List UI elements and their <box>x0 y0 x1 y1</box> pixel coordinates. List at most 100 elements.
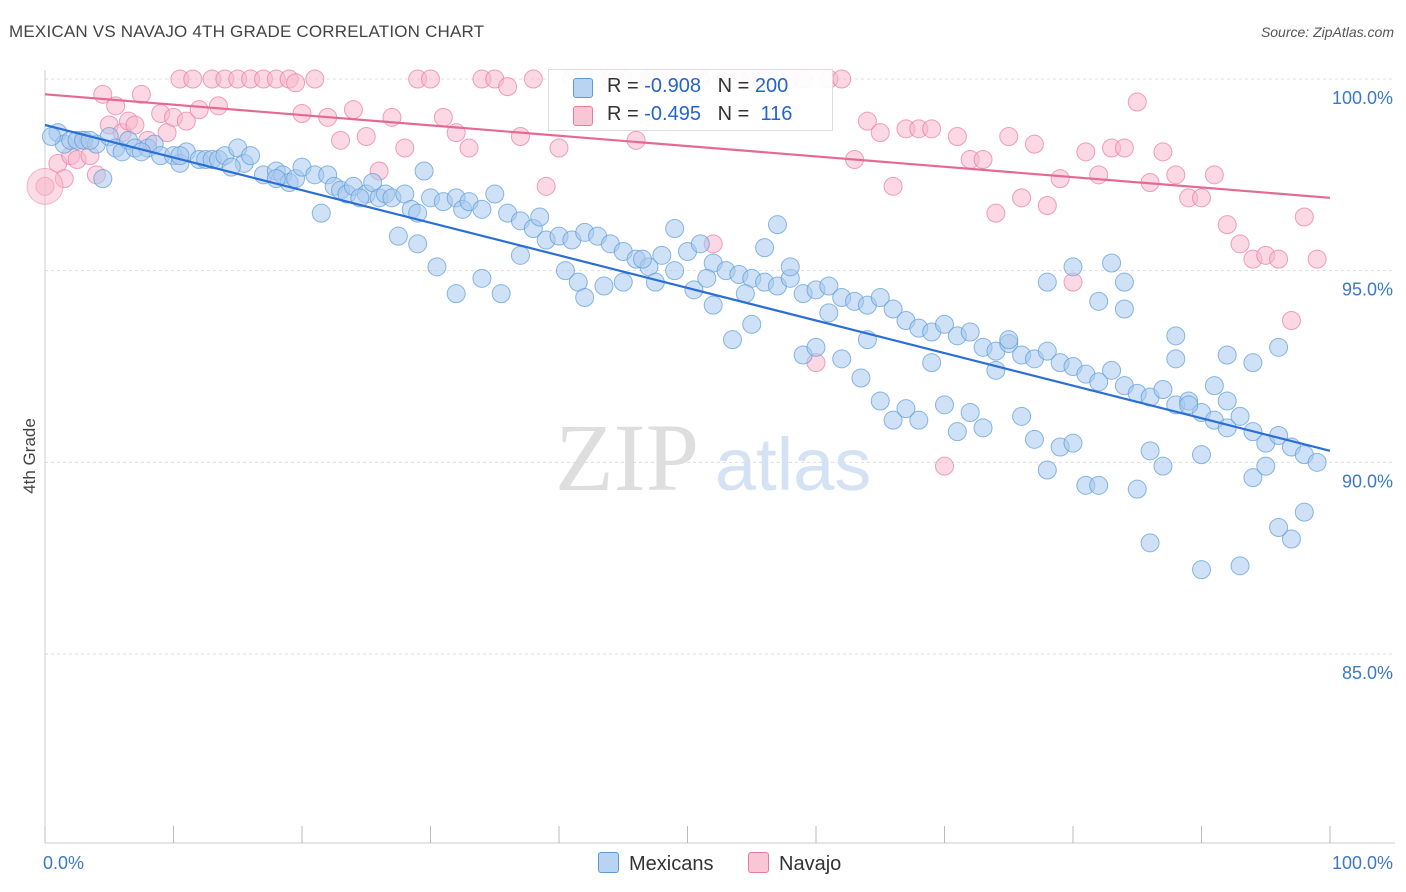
navajo-point <box>986 203 1006 223</box>
mexicans-point <box>767 215 787 235</box>
navajo-point <box>459 138 479 158</box>
mexicans-point <box>491 284 511 304</box>
mexicans-point <box>1281 529 1301 549</box>
mexicans-point <box>575 288 595 307</box>
navajo-point <box>176 111 196 131</box>
mexicans-point <box>41 127 61 146</box>
y-tick-label: 100.0% <box>1332 88 1393 108</box>
navajo-point <box>1153 142 1173 162</box>
mexicans-point <box>1204 376 1224 396</box>
mexicans-point <box>1063 433 1083 453</box>
mexicans-point <box>633 249 653 269</box>
navajo-point <box>305 69 325 89</box>
navajo-point <box>549 138 569 158</box>
navajo-point <box>999 127 1019 146</box>
mexicans-point <box>883 299 903 319</box>
navajo-point <box>536 176 556 196</box>
navajo-point <box>1127 92 1147 112</box>
navajo-point <box>1294 207 1314 227</box>
navajo-point <box>189 100 209 120</box>
mexicans-point <box>1089 291 1109 311</box>
mexicans-point <box>1102 253 1122 273</box>
mexicans-point <box>1102 360 1122 380</box>
mexicans-point <box>1192 560 1211 580</box>
navajo-point <box>1037 196 1057 215</box>
navajo-point <box>1230 234 1250 254</box>
navajo-point <box>1114 138 1134 158</box>
mexicans-r-value: -0.908 <box>644 75 701 97</box>
mexicans-n-value: 200 <box>754 75 789 97</box>
labels-layer: 85.0% 90.0% 95.0% 100.0% 0.0% 100.0% 4th Grade <box>20 88 1393 873</box>
navajo-point <box>1204 165 1224 185</box>
mexicans-point <box>973 418 993 438</box>
navajo-point <box>1076 142 1096 162</box>
mexicans-point <box>652 245 672 265</box>
mexicans-point <box>960 322 980 342</box>
mexicans-point <box>999 330 1019 350</box>
stats-row-navajo: R = -0.495 N = 116 <box>549 101 832 129</box>
mexicans-point <box>408 234 428 254</box>
mexicans-point <box>1307 452 1327 472</box>
navajo-point <box>1050 169 1070 189</box>
navajo-point <box>183 69 203 89</box>
stats-row-mexicans: R = -0.908 N = 200 <box>549 73 832 101</box>
mexicans-point <box>1243 468 1263 488</box>
mexicans-point <box>1037 341 1057 361</box>
mexicans-point <box>1114 272 1134 292</box>
navajo-point-large <box>26 167 64 205</box>
axes-layer <box>44 70 1395 844</box>
mexicans-point <box>555 261 575 281</box>
mexicans-point <box>896 399 916 419</box>
mexicans-point <box>1166 349 1186 369</box>
navajo-r-value: -0.495 <box>644 103 701 125</box>
legend-label-mexicans: Mexicans <box>629 853 714 875</box>
mexicans-point <box>851 368 871 388</box>
navajo-point <box>1192 188 1211 208</box>
mexicans-swatch <box>573 78 593 98</box>
navajo-point <box>286 73 306 93</box>
legend-item-navajo: Navajo <box>748 852 841 876</box>
mexicans-point <box>1217 345 1237 365</box>
mexicans-trend-line <box>44 123 1331 452</box>
mexicans-point <box>935 395 954 415</box>
mexicans-point <box>690 234 710 254</box>
mexicans-point <box>427 257 447 277</box>
navajo-point <box>510 127 530 146</box>
mexicans-point <box>1140 533 1160 553</box>
mexicans-point <box>665 219 685 238</box>
mexicans-point <box>446 284 466 304</box>
mexicans-point <box>1256 456 1276 476</box>
mexicans-point <box>780 257 800 277</box>
navajo-point <box>947 127 967 146</box>
mexicans-point <box>1127 479 1147 499</box>
y-tick-label: 95.0% <box>1342 280 1393 300</box>
mexicans-point <box>1230 406 1250 426</box>
navajo-point <box>343 100 363 120</box>
navajo-n-value: 116 <box>760 103 793 125</box>
navajo-point <box>208 96 228 116</box>
mexicans-point <box>883 410 903 430</box>
mexicans-point <box>1024 429 1044 449</box>
mexicans-point <box>1089 372 1109 392</box>
navajo-point <box>870 123 890 143</box>
mexicans-point <box>485 184 505 204</box>
navajo-point <box>883 176 903 196</box>
trend-layer <box>44 93 1331 452</box>
mexicans-point <box>414 161 434 181</box>
legend-swatch-navajo <box>748 852 769 873</box>
mexicans-point <box>1269 518 1289 537</box>
navajo-point <box>498 77 518 97</box>
mexicans-point <box>594 276 614 296</box>
mexicans-point <box>870 288 890 307</box>
mexicans-point <box>703 295 723 315</box>
navajo-point <box>1217 215 1237 235</box>
n-label: N = <box>717 75 750 97</box>
mexicans-point <box>472 268 492 288</box>
mexicans-point <box>909 410 929 430</box>
mexicans-point <box>1179 395 1199 415</box>
mexicans-point <box>1153 380 1173 399</box>
mexicans-point <box>170 146 190 166</box>
mexicans-point <box>697 268 717 288</box>
mexicans-point <box>722 330 742 350</box>
mexicans-point <box>1089 475 1109 495</box>
